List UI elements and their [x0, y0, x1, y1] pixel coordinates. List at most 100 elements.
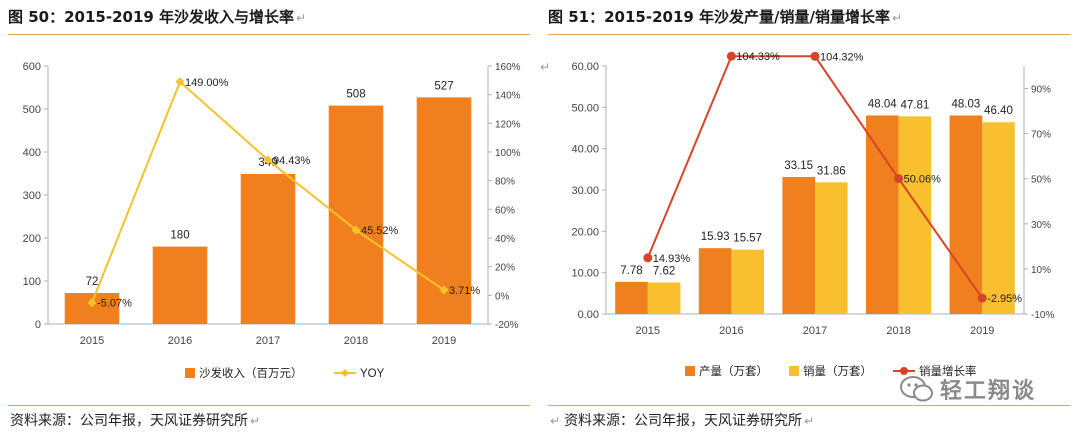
bar-value-label: 33.15	[784, 160, 813, 172]
wechat-icon	[900, 376, 933, 402]
line-point	[351, 225, 361, 235]
x-tick-label: 2015	[80, 335, 104, 347]
source-text: 资料来源：公司年报，天风证券研究所	[10, 413, 248, 429]
y-left-tick-label: 50.00	[571, 102, 599, 114]
bar-value-label: 527	[434, 80, 453, 92]
source-rule	[8, 405, 530, 406]
bar	[982, 122, 1015, 314]
x-tick-label: 2019	[432, 335, 456, 347]
x-tick-label: 2016	[168, 335, 192, 347]
y-left-tick-label: 0	[35, 319, 41, 331]
line-value-label: -2.95%	[987, 293, 1022, 305]
revenue-growth-chart: 0 100 200 300 400 500 600 -20% 0% 20% 40% 60% 80% 100…	[23, 61, 521, 380]
x-tick-label: 2018	[886, 325, 910, 337]
bar	[240, 173, 296, 324]
legend-label: 销量增长率	[919, 364, 977, 378]
figure-51: 图 51：2015-2019 年沙发产量/销量/销量增长率 ↵ ↵ 0.00 10.…	[540, 0, 1080, 438]
line-point	[175, 77, 185, 87]
watermark: 轻工翔谈	[900, 373, 1036, 405]
y-right-tick-label: 0%	[495, 291, 510, 302]
y-left-tick-label: 100	[23, 276, 41, 288]
y-right-tick-label: 60%	[495, 205, 515, 216]
line-value-label: 14.93%	[653, 253, 691, 265]
line-point	[977, 293, 987, 303]
bar	[698, 248, 732, 314]
bar-value-label: 46.40	[984, 105, 1013, 117]
figure-50: 图 50：2015-2019 年沙发收入与增长率 ↵ 0 100 200 300 400 5…	[8, 6, 530, 430]
source-note: 资料来源：公司年报，天风证券研究所 ↵	[10, 410, 260, 430]
y-left-tick-label: 400	[23, 147, 41, 159]
y-left-tick-label: 10.00	[571, 268, 599, 280]
line-value-label: 94.43%	[273, 155, 311, 167]
figure-title: 图 51：2015-2019 年沙发产量/销量/销量增长率 ↵	[548, 6, 902, 27]
y-left-tick-label: 600	[23, 61, 41, 73]
y-left-tick-label: 30.00	[571, 185, 599, 197]
output-sales-chart: 0.00 10.00 20.00 30.00 40.00 50.00 60.00 -10% 10…	[571, 51, 1054, 378]
line-point	[263, 155, 273, 165]
source-note: ↵ 资料来源：公司年报，天风证券研究所 ↵	[550, 410, 814, 430]
line-value-label: 149.00%	[185, 77, 229, 89]
bar	[815, 182, 848, 314]
y-left-tick-label: 300	[23, 190, 41, 202]
bar-value-label: 7.62	[653, 266, 675, 278]
y-right-tick-label: 30%	[1031, 220, 1051, 231]
bar-value-label: 15.57	[733, 233, 762, 245]
bar-value-label: 72	[86, 276, 99, 288]
y-right-tick-label: -10%	[1031, 310, 1054, 321]
legend-swatch	[685, 366, 695, 376]
return-mark: ↵	[892, 11, 903, 25]
figure-title: 图 50：2015-2019 年沙发收入与增长率 ↵	[8, 6, 306, 27]
y-right-tick-label: -20%	[495, 320, 518, 331]
y-left-tick-label: 200	[23, 233, 41, 245]
y-right-tick-label: 140%	[495, 91, 521, 102]
bar-value-label: 508	[346, 89, 365, 101]
line-point	[726, 51, 736, 61]
bar	[647, 282, 681, 314]
return-mark: ↵	[804, 414, 815, 428]
y-left-tick-label: 60.00	[571, 61, 599, 73]
return-mark: ↵	[250, 414, 261, 428]
line-value-label: 3.71%	[449, 285, 480, 297]
y-left-tick-label: 20.00	[571, 226, 599, 238]
bar	[865, 115, 899, 315]
line-point	[643, 253, 653, 263]
line-value-label: 45.52%	[361, 225, 399, 237]
line-point	[810, 51, 820, 61]
x-tick-label: 2018	[344, 335, 368, 347]
line-value-label: 104.32%	[820, 51, 864, 63]
legend-swatch	[789, 366, 799, 376]
y-right-tick-label: 20%	[495, 263, 515, 274]
return-mark: ↵	[296, 11, 307, 25]
x-tick-label: 2019	[970, 325, 994, 337]
legend-marker	[900, 367, 908, 375]
legend-swatch	[185, 368, 195, 378]
bar-value-label: 48.03	[952, 98, 981, 110]
bar	[782, 176, 815, 314]
line-point	[439, 285, 449, 295]
bar	[949, 115, 983, 314]
y-right-tick-label: 160%	[495, 62, 521, 73]
y-left-tick-label: 40.00	[571, 144, 599, 156]
x-tick-label: 2015	[636, 325, 660, 337]
line-value-label: 50.06%	[904, 174, 942, 186]
bar	[731, 249, 765, 314]
y-right-tick-label: 100%	[495, 148, 521, 159]
figure-title-text: 图 50：2015-2019 年沙发收入与增长率	[8, 8, 295, 26]
legend-label: 沙发收入（百万元）	[199, 366, 303, 380]
bar	[898, 116, 932, 314]
source-rule	[548, 405, 1070, 406]
y-left-tick-label: 0.00	[578, 309, 599, 321]
y-right-tick-label: 80%	[495, 177, 515, 188]
y-right-tick-label: 90%	[1031, 85, 1051, 96]
bar-value-label: 31.86	[817, 165, 846, 177]
bar-value-label: 15.93	[701, 231, 730, 243]
line-value-label: 104.33%	[736, 51, 780, 63]
figure-title-text: 图 51：2015-2019 年沙发产量/销量/销量增长率	[548, 8, 890, 26]
line-point	[894, 174, 904, 184]
y-right-tick-label: 50%	[1031, 175, 1051, 186]
x-tick-label: 2017	[256, 335, 280, 347]
y-right-tick-label: 120%	[495, 119, 521, 130]
return-mark: ↵	[540, 60, 551, 74]
title-rule	[8, 34, 530, 35]
legend-label: 产量（万套）	[699, 364, 768, 378]
